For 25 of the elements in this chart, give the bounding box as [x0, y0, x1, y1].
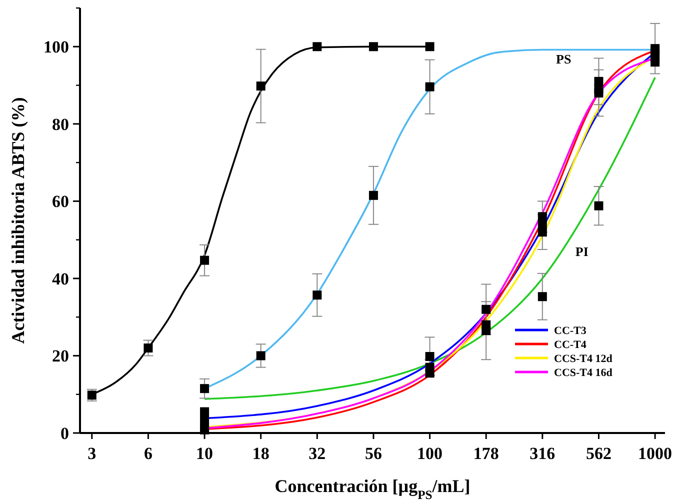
x-tick-label: 1000 — [638, 444, 672, 463]
y-tick-label: 80 — [52, 114, 69, 134]
x-tick-label: 32 — [308, 444, 326, 463]
y-tick-label: 60 — [52, 192, 69, 212]
y-axis-title: Actividad inhibitoria ABTS (%) — [8, 97, 28, 344]
x-tick-label: 56 — [364, 444, 382, 463]
x-tick-label: 18 — [252, 444, 270, 463]
x-tick-label: 3 — [88, 444, 96, 463]
legend-label: CC-T4 — [554, 339, 587, 351]
annotation: PI — [575, 244, 588, 260]
legend-label: CCS-T4 12d — [554, 353, 612, 365]
y-tick-label: 40 — [52, 269, 69, 288]
legend-label: CCS-T4 16d — [554, 367, 612, 379]
x-tick-label: 562 — [586, 444, 612, 463]
legend-label: CC-T3 — [554, 325, 587, 337]
y-tick-label: 0 — [60, 424, 69, 443]
x-tick-label: 100 — [417, 444, 443, 463]
x-tick-label: 6 — [144, 444, 152, 463]
annotation: PS — [556, 52, 572, 67]
x-tick-label: 10 — [196, 444, 214, 463]
y-tick-label: 20 — [52, 346, 69, 366]
y-tick-label: 100 — [44, 38, 69, 57]
x-tick-label: 316 — [530, 444, 556, 463]
x-tick-label: 178 — [473, 444, 499, 463]
x-axis-title: Concentración [µg$_{PS}$/mL] — [274, 476, 470, 502]
